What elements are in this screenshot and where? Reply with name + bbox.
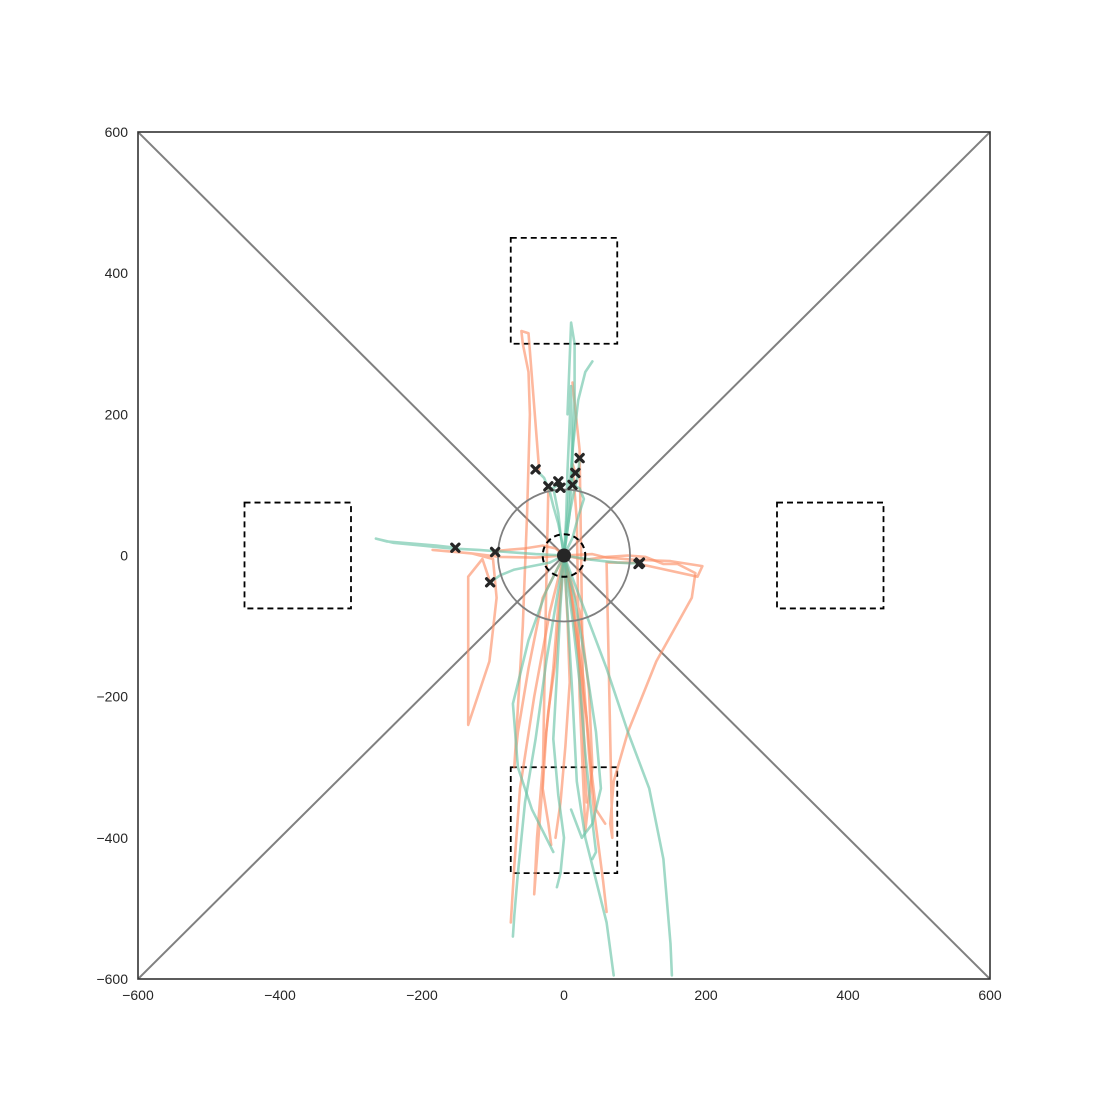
series-a-trajectory-9 bbox=[431, 548, 566, 727]
y-tick-label: 200 bbox=[105, 406, 129, 422]
series-b-trajectory-1 bbox=[511, 554, 566, 938]
y-tick-label: 400 bbox=[105, 265, 129, 281]
series-b-trajectory-16 bbox=[534, 468, 566, 557]
series-a-trajectory-8 bbox=[562, 381, 589, 804]
series-a-trajectory-6 bbox=[512, 329, 566, 769]
target-box-1 bbox=[509, 236, 619, 345]
series-b-trajectory-11 bbox=[562, 554, 603, 840]
end-marker-4 bbox=[555, 482, 566, 493]
end-marker-8 bbox=[450, 542, 461, 553]
x-axis-tick-labels: −600 −400 −200 0 200 400 600 bbox=[122, 987, 1002, 1003]
x-tick-label: 600 bbox=[978, 987, 1002, 1003]
target-boxes bbox=[243, 236, 885, 875]
series-b-trajectory-13 bbox=[562, 483, 586, 557]
y-tick-label: −200 bbox=[96, 689, 128, 705]
axes-frame bbox=[137, 131, 991, 980]
end-marker-7 bbox=[574, 452, 585, 464]
end-marker-2 bbox=[543, 481, 554, 492]
series-b-trajectory-2 bbox=[562, 554, 598, 861]
series-b-trajectory-15 bbox=[562, 554, 642, 565]
y-tick-label: 600 bbox=[105, 124, 129, 140]
start-point-marker bbox=[557, 548, 571, 563]
series-b-trajectory-10 bbox=[511, 554, 566, 854]
y-tick-label: −400 bbox=[96, 830, 128, 846]
end-marker-9 bbox=[489, 546, 501, 558]
end-marker-12 bbox=[634, 557, 646, 568]
target-box-4 bbox=[776, 501, 885, 610]
target-box-3 bbox=[243, 501, 352, 610]
series-a-trajectory-10 bbox=[562, 554, 697, 840]
plot-area bbox=[138, 132, 990, 979]
x-tick-label: 0 bbox=[560, 987, 568, 1003]
inner-dashed-circle bbox=[541, 533, 587, 578]
end-marker-5 bbox=[567, 479, 578, 491]
x-tick-label: 400 bbox=[836, 987, 860, 1003]
end-marker-10 bbox=[484, 577, 496, 588]
series-b-trajectories bbox=[374, 321, 674, 977]
series-b-trajectory-14 bbox=[488, 554, 566, 584]
series-a-trajectory-3 bbox=[509, 554, 566, 924]
y-tick-label: −600 bbox=[96, 971, 128, 987]
series-b-trajectory-4 bbox=[562, 554, 616, 977]
x-tick-label: −200 bbox=[406, 987, 438, 1003]
x-tick-label: −400 bbox=[264, 987, 296, 1003]
end-marker-1 bbox=[530, 464, 541, 475]
series-b-trajectory-9 bbox=[374, 537, 566, 557]
y-tick-label: 0 bbox=[120, 548, 128, 564]
series-b-trajectory-8 bbox=[562, 384, 574, 557]
series-b-trajectory-5 bbox=[551, 554, 566, 889]
series-a-trajectory-11 bbox=[562, 552, 704, 579]
end-markers bbox=[450, 452, 646, 588]
end-marker-6 bbox=[570, 467, 581, 479]
y-axis-tick-labels: −600 −400 −200 0 200 400 600 bbox=[96, 124, 128, 987]
series-b-trajectory-3 bbox=[562, 554, 674, 977]
x-tick-label: −600 bbox=[122, 987, 154, 1003]
x-tick-label: 200 bbox=[694, 987, 718, 1003]
